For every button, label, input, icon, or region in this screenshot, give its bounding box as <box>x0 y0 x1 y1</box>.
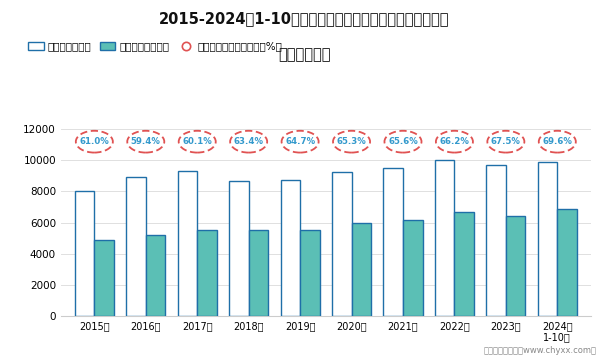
Bar <box>557 209 577 316</box>
Bar <box>94 240 114 316</box>
Bar <box>281 180 300 316</box>
Text: 61.0%: 61.0% <box>79 137 109 146</box>
Text: 63.4%: 63.4% <box>234 137 264 146</box>
Text: 67.5%: 67.5% <box>491 137 521 146</box>
Bar <box>229 181 248 316</box>
Bar <box>178 171 197 316</box>
Bar <box>146 235 165 316</box>
Text: 59.4%: 59.4% <box>131 137 161 146</box>
Text: 69.6%: 69.6% <box>543 137 572 146</box>
Bar <box>454 213 474 316</box>
Bar <box>197 230 217 316</box>
Bar <box>126 177 146 316</box>
Text: 制图：智研咋询（www.chyxx.com）: 制图：智研咋询（www.chyxx.com） <box>484 346 597 355</box>
Bar <box>487 165 506 316</box>
Bar <box>403 220 423 316</box>
Text: 66.2%: 66.2% <box>440 137 470 146</box>
Text: 2015-2024年1-10月文教、工美、体育和娱乐用品制造业企: 2015-2024年1-10月文教、工美、体育和娱乐用品制造业企 <box>159 11 450 26</box>
Legend: 总资产（亿元）, 流动资产（亿元）, 流动资产占总资产比率（%）: 总资产（亿元）, 流动资产（亿元）, 流动资产占总资产比率（%） <box>24 37 287 56</box>
Bar <box>384 168 403 316</box>
Bar <box>300 230 320 316</box>
Text: 65.6%: 65.6% <box>388 137 418 146</box>
Text: 64.7%: 64.7% <box>285 137 315 146</box>
Bar <box>332 172 351 316</box>
Bar <box>75 191 94 316</box>
Text: 业资产统计图: 业资产统计图 <box>278 47 331 62</box>
Bar <box>538 162 557 316</box>
Bar <box>435 159 454 316</box>
Bar <box>248 230 268 316</box>
Text: 65.3%: 65.3% <box>337 137 367 146</box>
Bar <box>506 215 526 316</box>
Bar <box>351 223 371 316</box>
Text: 60.1%: 60.1% <box>182 137 212 146</box>
